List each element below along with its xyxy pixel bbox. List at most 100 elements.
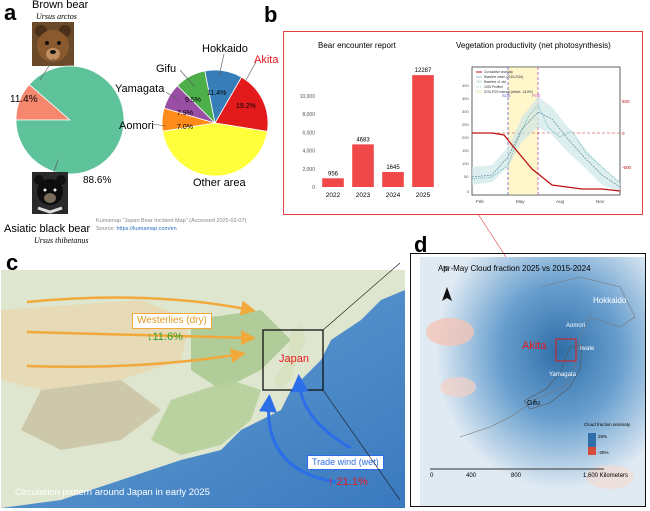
veg-rtick-0: 0 — [622, 131, 625, 136]
circulation-caption: Circulation pattern around Japan in earl… — [15, 487, 210, 498]
veg-ytick-350: 350 — [462, 96, 469, 101]
legend-2025: 2025 Profiled — [484, 85, 503, 89]
bar-ytick-2: 4,000 — [302, 149, 315, 155]
legend-interval: SOS-POS interval (deficit: -24.8%) — [484, 90, 533, 94]
black-bear-name: Asiatic black bear — [4, 223, 91, 235]
brown-bear-latin: Ursus arctos — [36, 12, 77, 21]
akita-label: Akita — [254, 54, 279, 66]
bar-value-label-2022: 956 — [328, 171, 339, 177]
pos-label: POS — [532, 93, 541, 98]
bar-ytick-1: 2,000 — [302, 167, 315, 173]
veg-legend: Cumulative anomaly Baseline mean (2015-2… — [475, 70, 533, 94]
veg-xtick-feb: Feb — [476, 199, 484, 204]
legend-anomaly: Cumulative anomaly — [484, 70, 513, 74]
veg-ytick-0: 0 — [467, 189, 470, 194]
aomori-percent: 7.0% — [177, 124, 193, 131]
scale-1600: 1,600 Kilometers — [583, 473, 629, 479]
bear-encounter-bar-chart: 0 2,000 4,000 6,000 8,000 10,000 956 2022 4683 2… — [300, 68, 434, 199]
panel-b-frame — [283, 31, 643, 215]
panel-a-letter: a — [4, 0, 17, 25]
cumulative-anomaly-line — [472, 132, 621, 192]
westerlies-arrow-1 — [26, 296, 256, 316]
akita-percent: 19.2% — [236, 103, 256, 110]
bar-value-label-2024: 1645 — [386, 165, 400, 171]
veg-rtick-neg500: -500 — [622, 165, 632, 170]
cloud-legend-low: -25% — [598, 450, 609, 455]
brown-bear-image — [32, 22, 74, 66]
north-label: N — [443, 265, 449, 273]
veg-ytick-200: 200 — [462, 135, 469, 140]
gifu-percent: 9.5% — [185, 97, 201, 104]
veg-ytick-150: 150 — [462, 148, 469, 153]
veg-rtick-500: 500 — [622, 99, 630, 104]
scale-400: 400 — [466, 473, 477, 479]
source-line-2: Source: https://kumamap.com/en — [96, 226, 177, 233]
baseline-mean-line — [471, 111, 621, 188]
veg-left-ticks: 400 350 300 250 200 150 100 50 0 — [462, 83, 470, 194]
veg-right-ticks: 500 0 -500 — [622, 99, 632, 170]
legend-std: Baseline ±1 std — [484, 80, 506, 84]
source-line-1: Kumamap "Japan Bear Incident Map" (Acces… — [96, 218, 247, 224]
place-gifu: Gifu — [527, 400, 540, 407]
japan-islands — [273, 325, 306, 388]
legend-colorbar — [588, 433, 596, 455]
veg-plot-border — [471, 66, 621, 196]
place-yamagata: Yamagata — [549, 372, 576, 378]
aomori-label: Aomori — [119, 120, 154, 132]
china-coast — [151, 380, 261, 455]
panel-d-letter: d — [414, 232, 428, 257]
bar-ytick-5: 10,000 — [300, 94, 316, 100]
veg-chart-title: Vegetation productivity (net photosynthe… — [456, 41, 611, 50]
veg-ytick-50: 50 — [464, 174, 469, 179]
black-bear-image — [32, 172, 68, 214]
bar-value-label-2023: 4683 — [356, 137, 370, 143]
bar-2024 — [382, 172, 404, 187]
coastline — [459, 276, 636, 438]
bar-ytick-4: 8,000 — [302, 112, 315, 118]
profile-2025-line — [471, 104, 621, 184]
cloud-fraction-map — [420, 257, 646, 507]
cloud-legend-title: Cloud fraction anomaly — [584, 422, 631, 427]
region-slice-1 — [162, 122, 268, 177]
veg-x-ticks: Feb May Aug Nov — [476, 199, 605, 204]
pie-leader-lines — [39, 57, 59, 173]
veg-xtick-may: May — [516, 199, 525, 204]
trade-change: ↑ 21.1% — [328, 476, 368, 488]
place-akita: Akita — [522, 340, 547, 352]
region-pie-chart — [161, 69, 269, 177]
bar-2025 — [412, 75, 434, 187]
westerlies-arrow-3 — [26, 348, 246, 369]
cloud-legend-high: 25% — [598, 434, 608, 439]
region-slice-0 — [214, 76, 269, 132]
westerlies-label: Westerlies (dry) — [132, 313, 212, 329]
panel-b-letter: b — [264, 2, 278, 27]
north-arrow-icon — [442, 287, 452, 301]
legend-swatch-std — [476, 80, 482, 83]
bar-category-2022: 2022 — [326, 192, 341, 199]
legend-swatch-interval — [475, 90, 483, 93]
region-slice-5 — [204, 69, 243, 125]
bar-chart-title: Bear encounter report — [318, 41, 396, 50]
scale-800: 800 — [511, 473, 522, 479]
species-slice-1 — [15, 65, 125, 175]
bar-category-2025: 2025 — [416, 192, 431, 199]
veg-ytick-100: 100 — [462, 161, 469, 166]
legend-mean: Baseline mean (2015-2024) — [484, 75, 523, 79]
cloud-map-title: Apr-May Cloud fraction 2025 vs 2015-2024 — [438, 264, 591, 273]
brown-bear-name: Brown bear — [32, 0, 89, 11]
place-aomori: Aomori — [566, 323, 586, 329]
bar-2023 — [352, 144, 374, 187]
yamagata-percent: 7.9% — [177, 110, 193, 117]
bar-ytick-3: 6,000 — [302, 130, 315, 136]
negative-anomaly-1 — [426, 318, 474, 346]
bar-2022 — [322, 178, 344, 187]
veg-ytick-300: 300 — [462, 109, 469, 114]
veg-ytick-250: 250 — [462, 122, 469, 127]
place-iwate: Iwate — [580, 346, 595, 352]
trade-wind-arrow-1 — [290, 374, 352, 450]
source-prefix: Source: — [96, 226, 117, 232]
akita-box — [555, 338, 577, 362]
source-link[interactable]: https://kumamap.com/en — [116, 226, 177, 232]
scale-0: 0 — [430, 473, 434, 479]
black-bear-latin: Ursus thibetanus — [34, 236, 89, 245]
